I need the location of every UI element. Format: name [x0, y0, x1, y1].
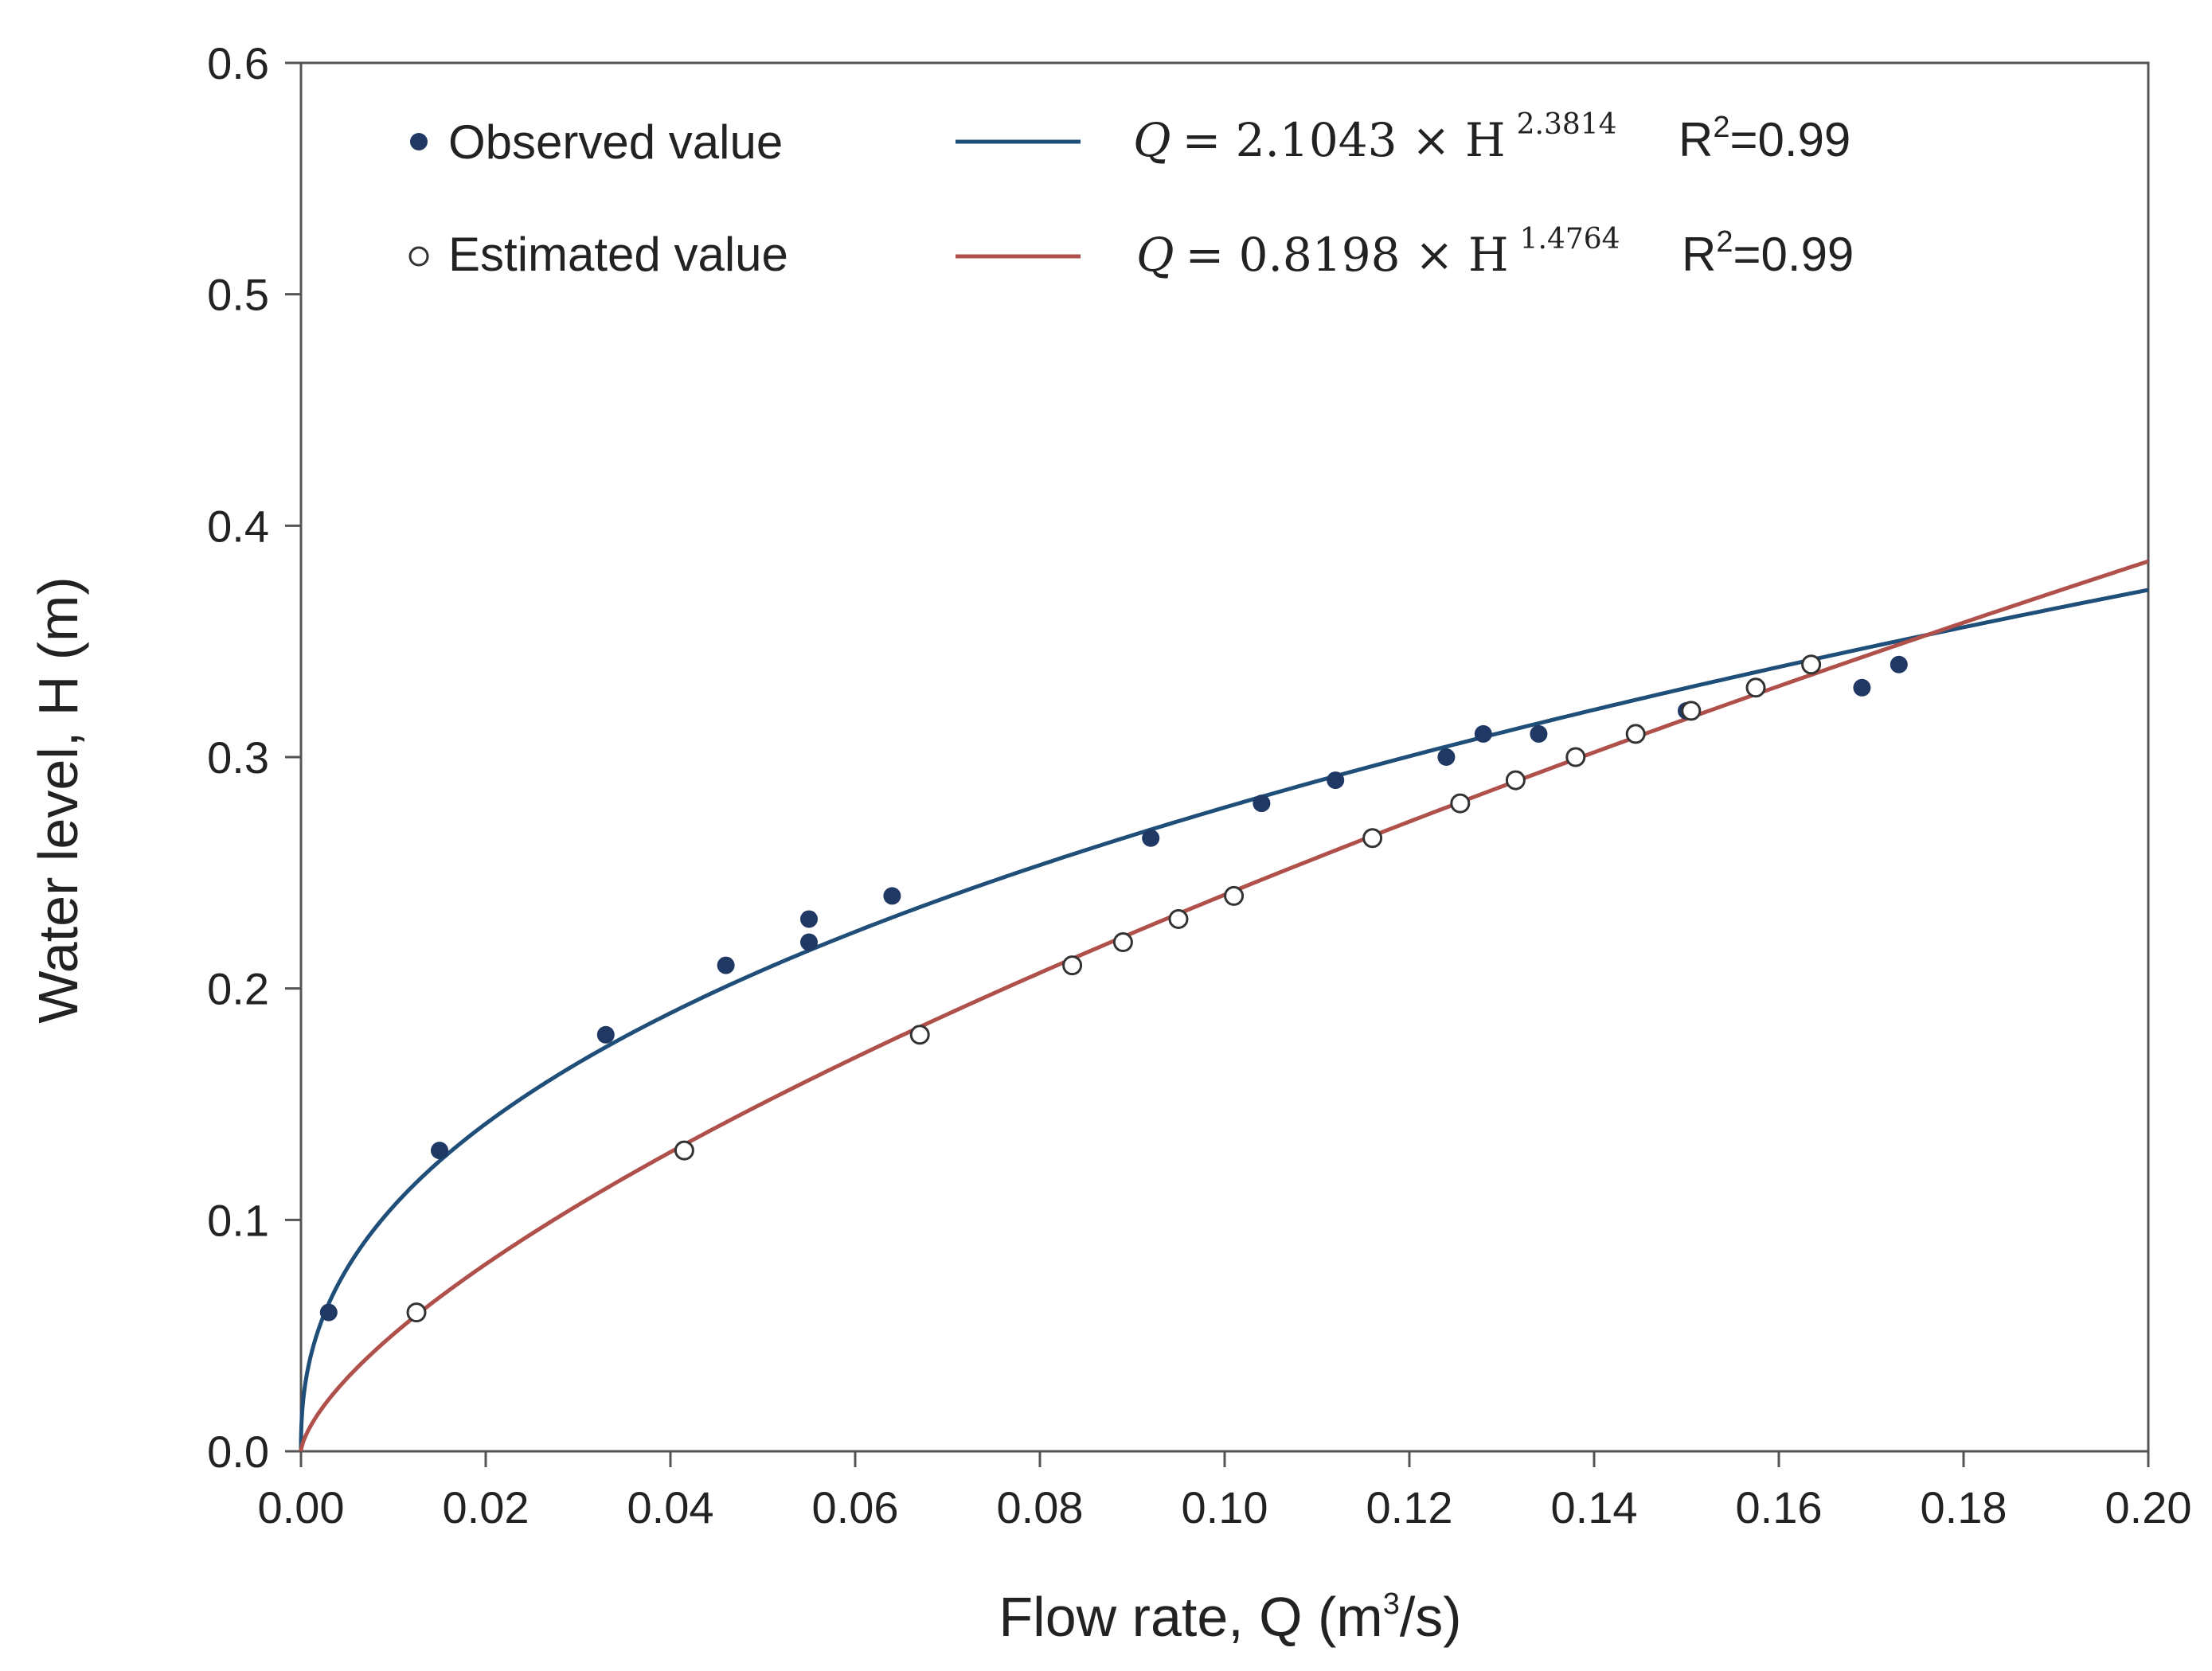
point-estimated [1450, 793, 1471, 814]
point-estimated [1565, 747, 1586, 767]
point-estimated [1681, 701, 1702, 721]
y-tick-label: 0.5 [207, 270, 269, 320]
r2-estimated: R2=0.99 [1682, 225, 1854, 281]
y-tick-label: 0.1 [207, 1195, 269, 1245]
point-estimated [1168, 908, 1189, 929]
y-axis-ticks: 0.0 0.1 0.2 0.3 0.4 0.5 0.6 [207, 38, 301, 1477]
point-observed [717, 956, 735, 974]
legend-fit-observed: Q = 2.1043 × H 2.3814 R2=0.99 [956, 108, 1850, 167]
point-observed [883, 887, 901, 905]
point-estimated [1362, 828, 1383, 849]
legend-item-observed: Observed value [410, 115, 783, 169]
point-estimated [1112, 932, 1133, 953]
r2-observed: R2=0.99 [1679, 111, 1850, 166]
y-tick-label: 0.2 [207, 964, 269, 1014]
x-tick-label: 0.08 [997, 1482, 1084, 1532]
x-tick-label: 0.16 [1736, 1482, 1823, 1532]
point-observed [1253, 795, 1271, 813]
point-observed [596, 1025, 615, 1044]
data-points [319, 654, 1908, 1323]
x-tick-label: 0.18 [1921, 1482, 2007, 1532]
x-axis-ticks: 0.00 0.02 0.04 0.06 0.08 0.10 0.12 0.14 0.16 0.18… [258, 1451, 2192, 1532]
x-tick-label: 0.14 [1551, 1482, 1638, 1532]
point-estimated [1062, 955, 1083, 976]
legend-marker-estimated [408, 246, 429, 267]
point-estimated [1745, 677, 1766, 698]
legend-item-estimated: Estimated value [408, 228, 788, 281]
point-observed [1474, 724, 1492, 743]
legend-label-observed: Observed value [448, 115, 783, 169]
point-observed [431, 1142, 448, 1160]
point-observed [1853, 678, 1871, 697]
point-estimated [909, 1025, 930, 1045]
point-observed [1142, 829, 1160, 847]
y-tick-label: 0.6 [207, 38, 269, 88]
point-estimated [1505, 770, 1526, 791]
equation-observed: Q = 2.1043 × H 2.3814 [1133, 108, 1617, 167]
x-tick-label: 0.12 [1366, 1482, 1453, 1532]
point-observed [1437, 748, 1456, 766]
point-observed [800, 933, 818, 951]
point-estimated [1224, 885, 1245, 906]
point-observed [1327, 771, 1345, 790]
fit-curve-observed [299, 588, 2149, 1452]
x-tick-label: 0.04 [627, 1482, 714, 1532]
x-tick-label: 0.06 [812, 1482, 899, 1532]
x-tick-label: 0.10 [1182, 1482, 1268, 1532]
point-observed [800, 910, 818, 928]
point-estimated [1801, 654, 1822, 675]
point-observed [319, 1303, 338, 1322]
y-tick-label: 0.4 [207, 501, 269, 551]
point-observed [1890, 655, 1908, 673]
point-observed [1530, 724, 1548, 743]
y-tick-label: 0.0 [207, 1427, 269, 1477]
x-tick-label: 0.20 [2105, 1482, 2192, 1532]
y-axis-title: Water level, H (m) [27, 576, 89, 1023]
point-estimated [406, 1302, 427, 1323]
equation-estimated: Q = 0.8198 × H 1.4764 [1136, 223, 1620, 282]
x-tick-label: 0.02 [443, 1482, 530, 1532]
x-axis-title: Flow rate, Q (m3/s) [999, 1586, 1461, 1648]
x-tick-label: 0.00 [258, 1482, 345, 1532]
legend-label-estimated: Estimated value [448, 228, 788, 281]
point-estimated [674, 1140, 694, 1161]
legend-marker-observed [410, 133, 428, 150]
point-estimated [1625, 724, 1646, 744]
legend-fit-estimated: Q = 0.8198 × H 1.4764 R2=0.99 [956, 223, 1854, 282]
y-tick-label: 0.3 [207, 732, 269, 783]
legend: Observed value Estimated value Q = 2.1043… [408, 108, 1854, 282]
